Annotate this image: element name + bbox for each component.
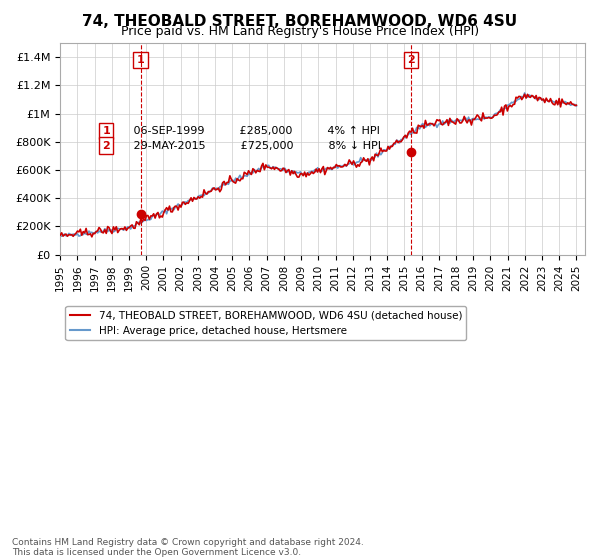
Text: 2: 2 [407,55,415,65]
Text: Contains HM Land Registry data © Crown copyright and database right 2024.
This d: Contains HM Land Registry data © Crown c… [12,538,364,557]
Text: 06-SEP-1999          £285,000          4% ↑ HPI: 06-SEP-1999 £285,000 4% ↑ HPI [123,126,380,136]
Text: 2: 2 [102,141,110,151]
Text: 1: 1 [137,55,145,65]
Text: Price paid vs. HM Land Registry's House Price Index (HPI): Price paid vs. HM Land Registry's House … [121,25,479,38]
Legend: 74, THEOBALD STREET, BOREHAMWOOD, WD6 4SU (detached house), HPI: Average price, : 74, THEOBALD STREET, BOREHAMWOOD, WD6 4S… [65,306,466,340]
Text: 29-MAY-2015          £725,000          8% ↓ HPI: 29-MAY-2015 £725,000 8% ↓ HPI [123,141,381,151]
Text: 74, THEOBALD STREET, BOREHAMWOOD, WD6 4SU: 74, THEOBALD STREET, BOREHAMWOOD, WD6 4S… [82,14,518,29]
Text: 1: 1 [102,126,110,136]
